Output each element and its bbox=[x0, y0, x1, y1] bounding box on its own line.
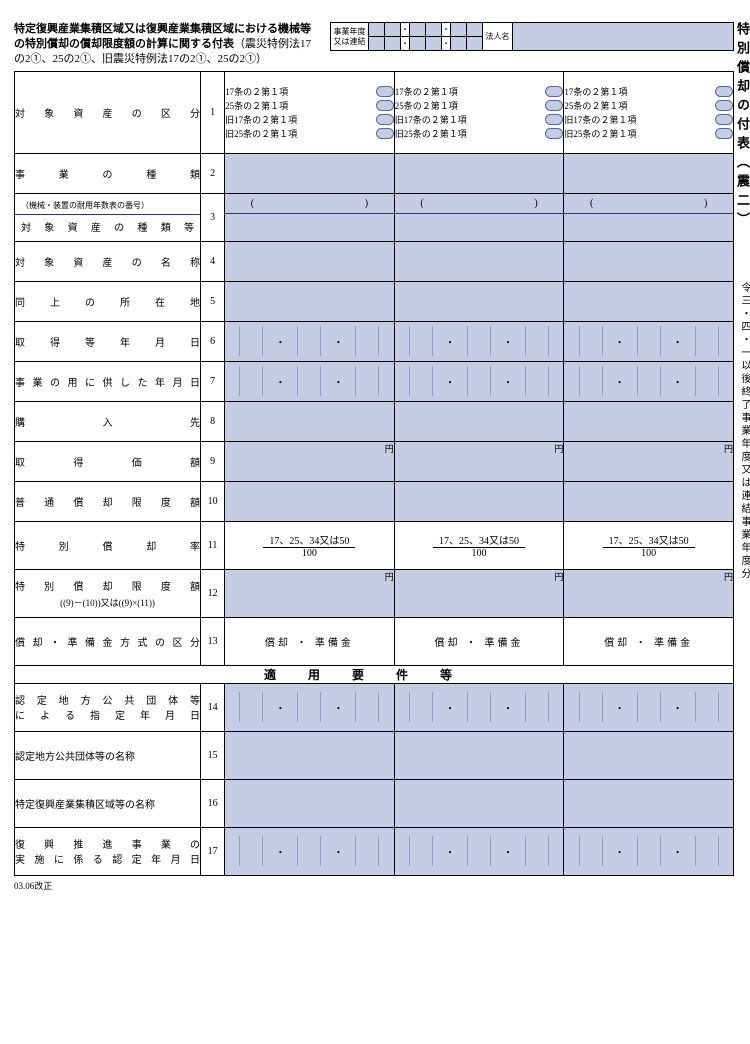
corp-name-field[interactable] bbox=[513, 23, 734, 51]
meta-table: 事業年度 又は連結 ・ ・ 法人名 ・ ・ bbox=[330, 22, 734, 51]
side-note: 令三・四・一以後終了事業年度又は連結事業年度分 bbox=[737, 282, 750, 581]
section-header: 適用要件等 bbox=[15, 665, 734, 683]
main-form-table: 対象資産の区分 1 17条の２第１項 25条の２第１項 旧17条の２第１項 旧2… bbox=[14, 71, 734, 876]
form-title: 特定復興産業集積区域又は復興産業集積区域における機械等 の特別償却の償却限度額の… bbox=[14, 22, 324, 67]
footer-revision: 03.06改正 bbox=[14, 879, 734, 892]
ref-col-1: 17条の２第１項 25条の２第１項 旧17条の２第１項 旧25条の２第１項 bbox=[225, 71, 395, 153]
